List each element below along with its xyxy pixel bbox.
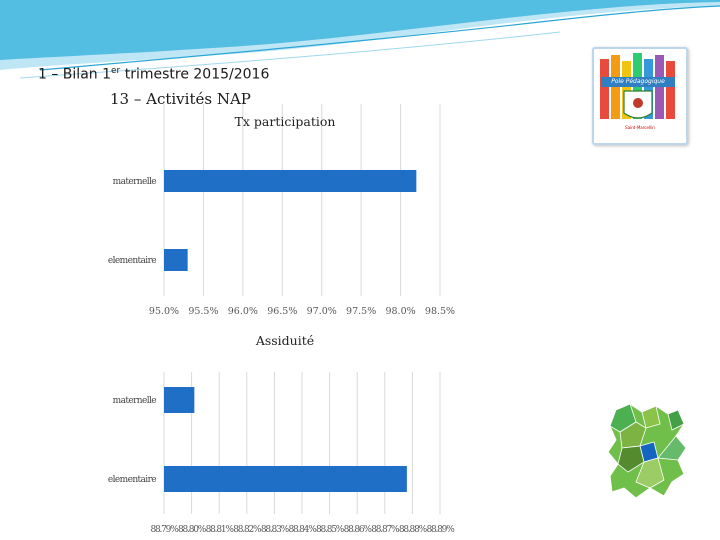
x-tick-label: 88.87% bbox=[371, 525, 400, 535]
x-tick-label: 88.86% bbox=[344, 525, 373, 535]
logo-caption: Saint-Marcellin bbox=[625, 125, 655, 130]
x-tick-label: 88.88% bbox=[399, 525, 428, 535]
x-tick-label: 88.82% bbox=[233, 525, 262, 535]
bar-elementaire bbox=[164, 466, 407, 492]
x-tick-label: 97.5% bbox=[346, 306, 376, 317]
bar-elementaire bbox=[164, 249, 188, 271]
x-tick-label: 88.85% bbox=[316, 525, 345, 535]
chart-title: Tx participation bbox=[235, 114, 336, 129]
logo-banner: Pole Pédagogique bbox=[601, 77, 675, 87]
header-swoosh bbox=[0, 0, 720, 79]
x-tick-label: 97.0% bbox=[307, 306, 337, 317]
x-tick-label: 88.89% bbox=[426, 525, 455, 535]
x-tick-label: 88.80% bbox=[178, 525, 207, 535]
bar-maternelle bbox=[164, 387, 195, 413]
region-map bbox=[607, 403, 687, 499]
category-label: maternelle bbox=[113, 177, 157, 187]
x-tick-label: 98.0% bbox=[385, 306, 415, 317]
x-tick-label: 96.0% bbox=[228, 306, 258, 317]
x-tick-label: 88.84% bbox=[288, 525, 317, 535]
school-logo: Pole Pédagogique Saint-Marcellin bbox=[592, 47, 688, 145]
category-label: maternelle bbox=[113, 396, 157, 406]
x-tick-label: 95.5% bbox=[188, 306, 218, 317]
slide-subtitle: 13 – Activités NAP bbox=[110, 90, 251, 108]
bar-maternelle bbox=[164, 170, 417, 192]
x-tick-label: 88.81% bbox=[206, 525, 235, 535]
x-tick-label: 88.79% bbox=[150, 525, 179, 535]
category-label: elementaire bbox=[108, 256, 156, 266]
x-tick-label: 88.83% bbox=[261, 525, 290, 535]
x-tick-label: 95.0% bbox=[149, 306, 179, 317]
x-tick-label: 96.5% bbox=[267, 306, 297, 317]
category-label: elementaire bbox=[108, 475, 156, 485]
x-tick-label: 98.5% bbox=[425, 306, 455, 317]
chart-title: Assiduité bbox=[255, 333, 314, 348]
slide-title: 1 – Bilan 1er trimestre 2015/2016 bbox=[38, 66, 270, 83]
